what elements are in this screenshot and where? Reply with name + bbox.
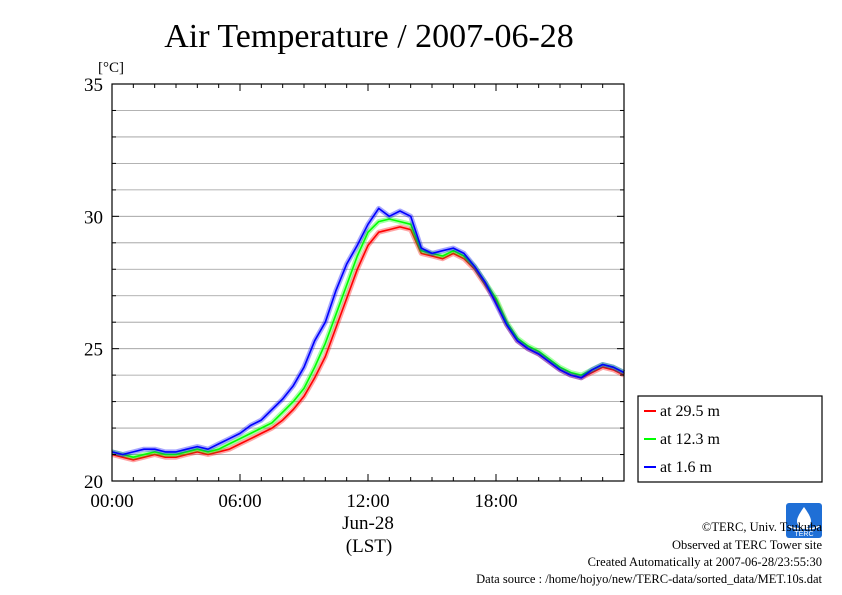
terc-logo: TERC bbox=[786, 503, 822, 538]
chart-title: Air Temperature / 2007-06-28 bbox=[164, 18, 574, 55]
legend: at 29.5 m at 12.3 m at 1.6 m bbox=[637, 395, 823, 483]
footer-created: Created Automatically at 2007-06-28/23:5… bbox=[588, 555, 822, 569]
legend-label-12-3m: at 12.3 m bbox=[660, 431, 721, 448]
series-halo-12-3m bbox=[111, 216, 626, 460]
series-line-1-6m bbox=[111, 207, 625, 456]
logo-drop-icon bbox=[797, 507, 811, 528]
y-axis-unit: [°C] bbox=[98, 60, 124, 76]
x-tick-label: 18:00 bbox=[474, 491, 517, 512]
legend-label-29-5m: at 29.5 m bbox=[660, 403, 721, 420]
legend-label-1-6m: at 1.6 m bbox=[660, 459, 713, 476]
legend-items: at 29.5 m at 12.3 m at 1.6 m bbox=[644, 403, 721, 476]
y-tick-label: 35 bbox=[84, 75, 103, 96]
footer-notes: ©TERC, Univ. Tsukuba Observed at TERC To… bbox=[476, 520, 822, 586]
logo-text: TERC bbox=[794, 531, 813, 538]
axis-ticks: 20 25 30 35 00:00 06:00 12:00 18:00 bbox=[84, 75, 625, 512]
y-tick-label: 25 bbox=[84, 340, 103, 361]
footer-observed: Observed at TERC Tower site bbox=[672, 538, 822, 552]
x-tick-label: 06:00 bbox=[218, 491, 261, 512]
series-lines bbox=[111, 205, 626, 463]
y-tick-label: 20 bbox=[84, 472, 103, 493]
footer-copyright: ©TERC, Univ. Tsukuba bbox=[702, 520, 823, 534]
x-tick-label: 12:00 bbox=[346, 491, 389, 512]
x-axis-date: Jun-28 bbox=[342, 513, 394, 534]
logo-wave-icon bbox=[788, 525, 820, 530]
plot-frame bbox=[111, 83, 625, 482]
series-line-29-5m bbox=[111, 226, 625, 461]
x-axis-label: (LST) bbox=[346, 536, 392, 557]
series-line-12-3m bbox=[111, 218, 625, 459]
y-tick-label: 30 bbox=[84, 207, 103, 228]
legend-box bbox=[637, 395, 823, 483]
series-halo-29-5m bbox=[111, 224, 626, 463]
x-tick-label: 00:00 bbox=[90, 491, 133, 512]
grid-lines bbox=[112, 110, 624, 455]
footer-source: Data source : /home/hojyo/new/TERC-data/… bbox=[476, 572, 822, 586]
